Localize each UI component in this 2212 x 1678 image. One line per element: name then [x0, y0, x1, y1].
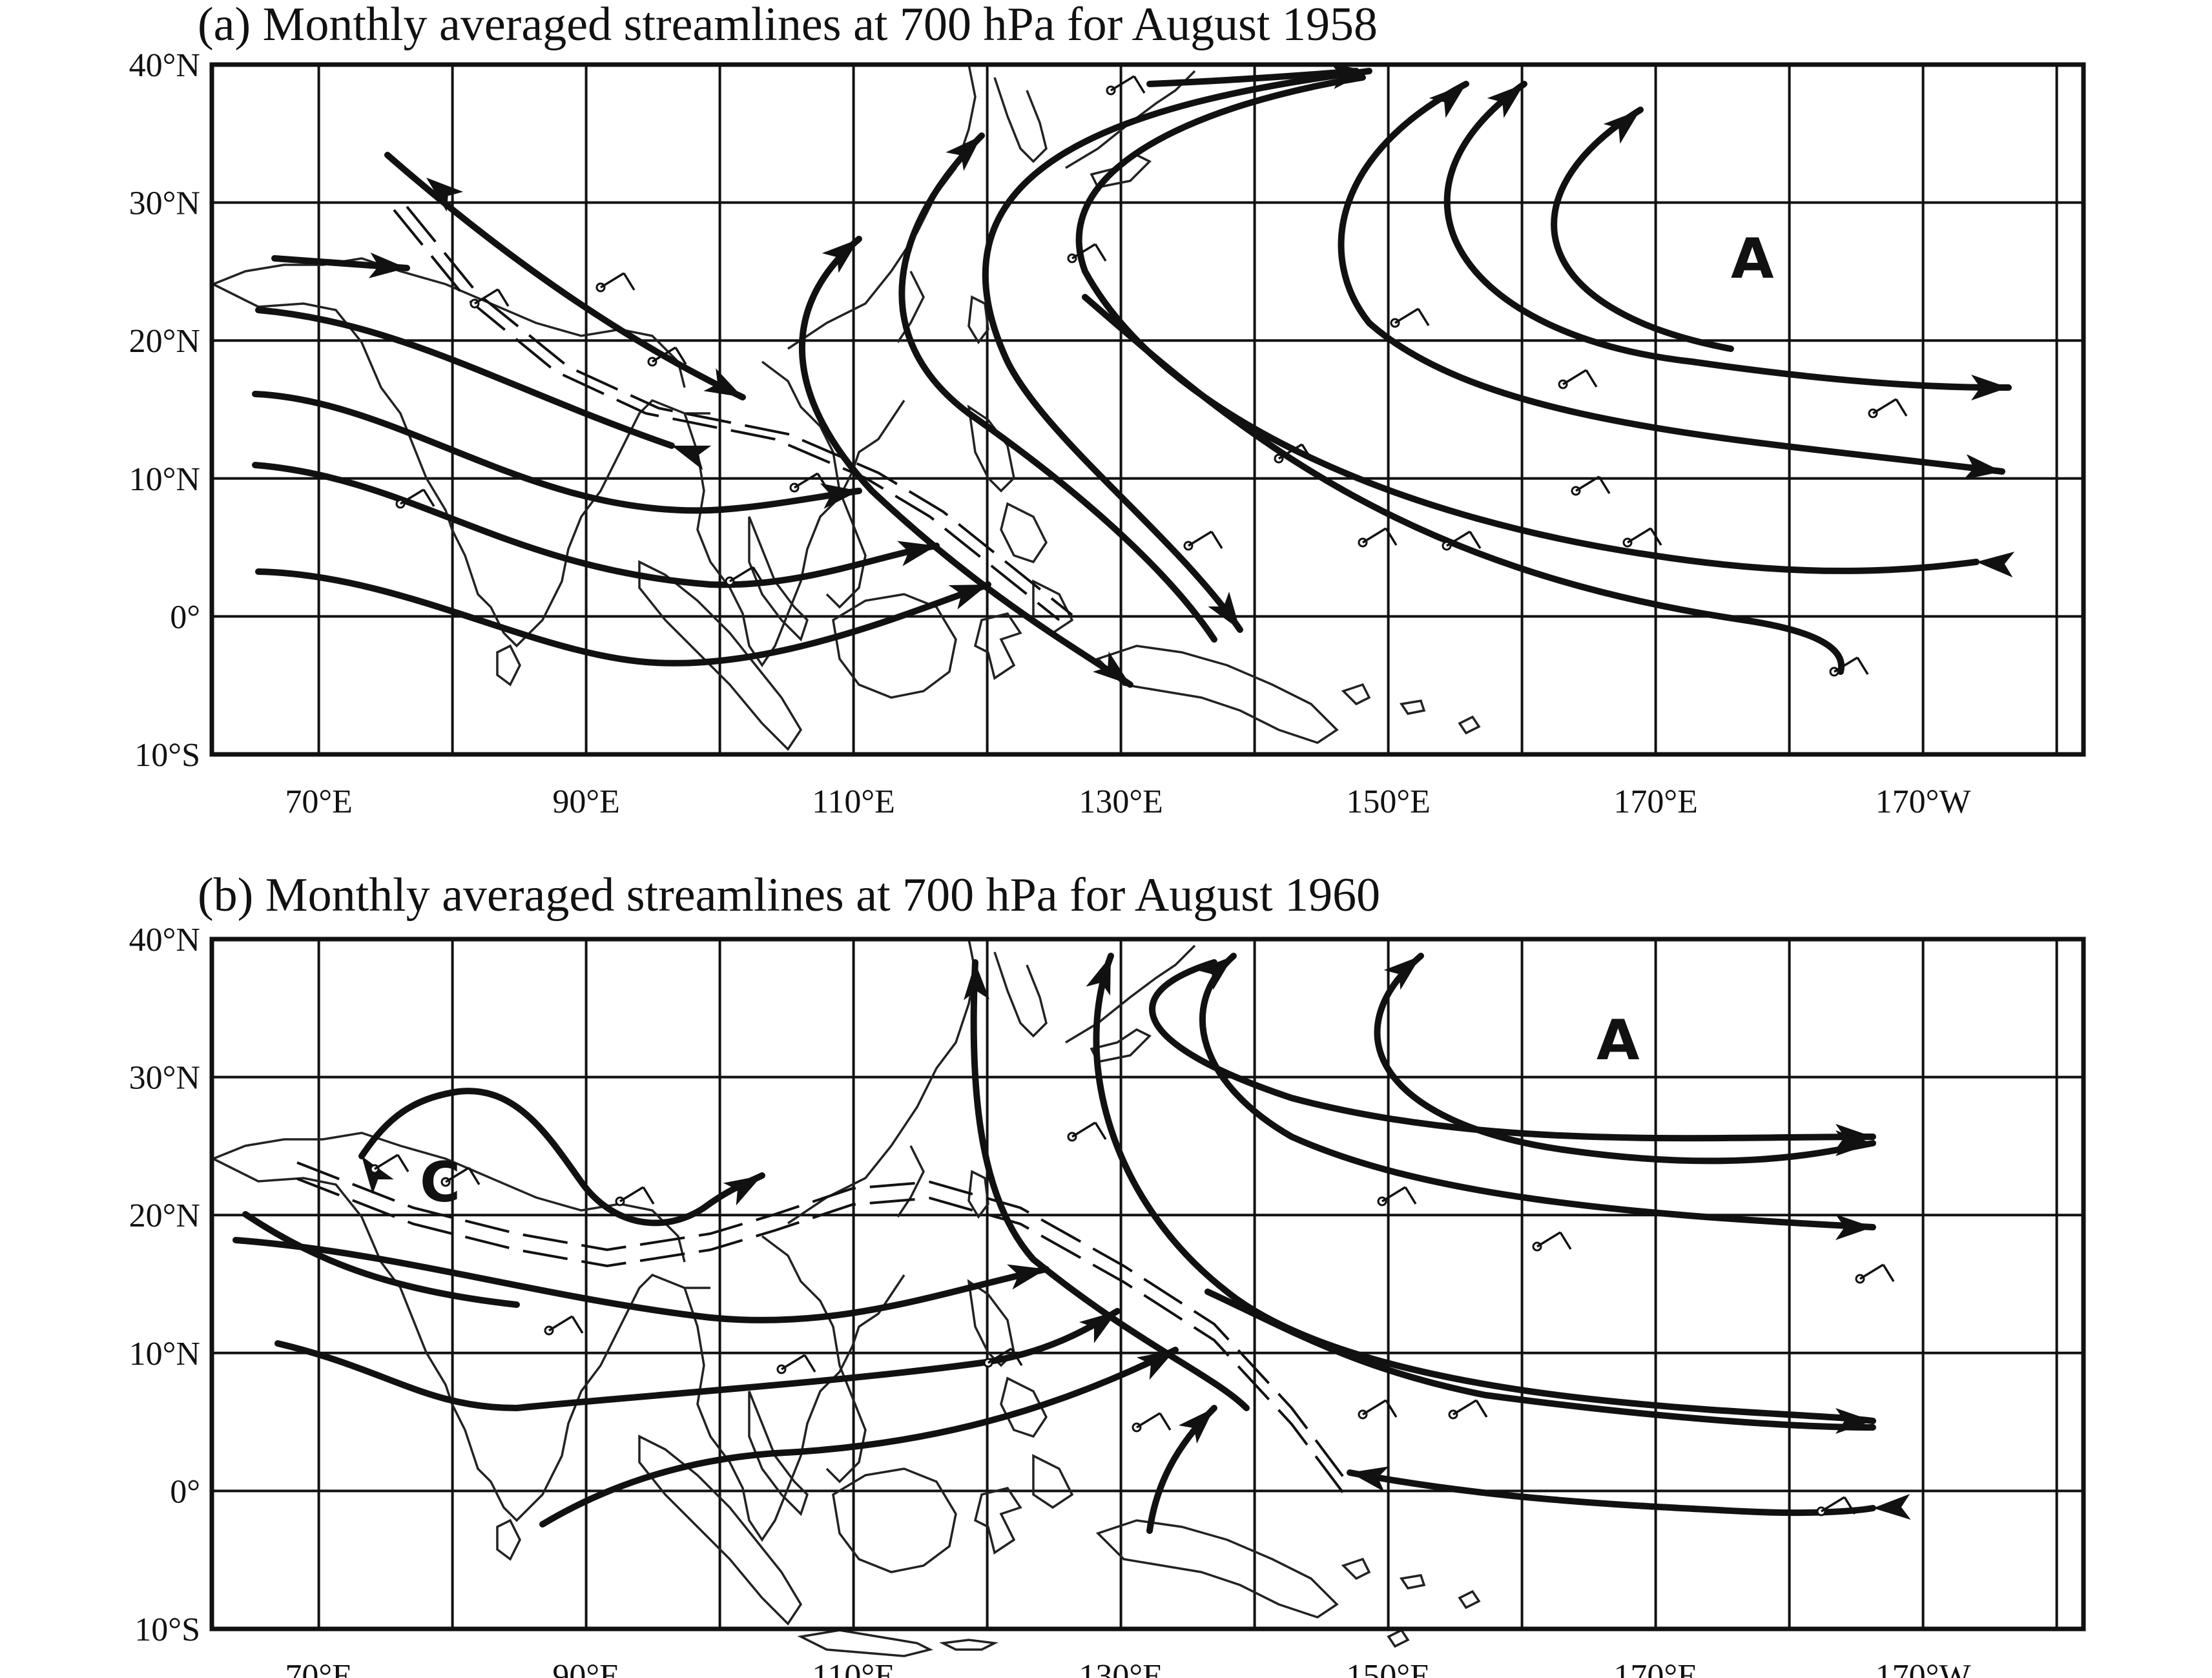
- panel-b-cyclone-marker: C: [420, 1150, 460, 1215]
- panel-a-station-wind-barbs: [395, 75, 1908, 677]
- panel-b-trough-lines: [296, 1161, 1351, 1503]
- latitude-tick-label: 20°N: [129, 323, 200, 360]
- panel-a-graticule: [212, 63, 2083, 756]
- longitude-tick-label: 170°W: [1876, 1658, 1971, 1678]
- longitude-tick-label: 110°E: [812, 1658, 895, 1678]
- longitude-tick-label: 70°E: [285, 1658, 353, 1678]
- panel-b: (b) Monthly averaged streamlines at 700 …: [129, 869, 2086, 1678]
- longitude-tick-label: 70°E: [285, 783, 353, 820]
- latitude-tick-label: 0°: [170, 1473, 200, 1510]
- latitude-tick-label: 10°N: [129, 1336, 200, 1372]
- latitude-tick-label: 40°N: [129, 922, 200, 958]
- longitude-tick-label: 170°E: [1613, 1658, 1698, 1678]
- latitude-tick-label: 10°N: [129, 461, 200, 498]
- latitude-tick-label: 10°S: [134, 737, 200, 774]
- longitude-tick-label: 150°E: [1346, 783, 1431, 820]
- panel-a-title: (a) Monthly averaged streamlines at 700 …: [198, 0, 1378, 51]
- longitude-tick-label: 170°W: [1876, 783, 1971, 820]
- latitude-tick-label: 30°N: [129, 185, 200, 222]
- panel-b-frame: [209, 937, 2086, 1631]
- latitude-tick-label: 0°: [170, 599, 200, 636]
- longitude-tick-label: 90°E: [552, 783, 620, 820]
- panel-b-latitude-labels: 40°N 30°N 20°N 10°N 0° 10°S: [129, 922, 200, 1648]
- longitude-tick-label: 90°E: [552, 1658, 620, 1678]
- panel-a-frame: [209, 62, 2086, 757]
- panel-b-coastlines: [212, 938, 1480, 1657]
- latitude-tick-label: 10°S: [134, 1611, 200, 1648]
- panel-b-map-area: A C: [209, 937, 2086, 1657]
- panel-a-longitude-labels: 70°E 90°E 110°E 130°E 150°E 170°E 170°W: [285, 783, 1970, 820]
- panel-b-title: (b) Monthly averaged streamlines at 700 …: [198, 869, 1380, 922]
- panel-a-map-area: A: [209, 58, 2086, 757]
- panel-b-anticyclone-marker: A: [1597, 1008, 1640, 1073]
- latitude-tick-label: 30°N: [129, 1060, 200, 1097]
- panel-a-trough-lines: [393, 205, 1073, 621]
- panel-b-longitude-labels: 70°E 90°E 110°E 130°E 150°E 170°E 170°W: [285, 1658, 1970, 1678]
- panel-b-streamlines: [233, 953, 1876, 1534]
- longitude-tick-label: 150°E: [1346, 1658, 1431, 1678]
- panel-a-streamlines: [252, 68, 2012, 688]
- panel-a: (a) Monthly averaged streamlines at 700 …: [129, 0, 2086, 820]
- latitude-tick-label: 20°N: [129, 1197, 200, 1234]
- panel-a-arrowheads: [368, 58, 2015, 695]
- latitude-tick-label: 40°N: [129, 47, 200, 84]
- panel-a-latitude-labels: 40°N 30°N 20°N 10°N 0° 10°S: [129, 47, 200, 774]
- longitude-tick-label: 110°E: [812, 783, 895, 820]
- panel-a-anticyclone-marker: A: [1731, 227, 1774, 291]
- longitude-tick-label: 170°E: [1613, 783, 1698, 820]
- longitude-tick-label: 130°E: [1079, 783, 1163, 820]
- longitude-tick-label: 130°E: [1079, 1658, 1163, 1678]
